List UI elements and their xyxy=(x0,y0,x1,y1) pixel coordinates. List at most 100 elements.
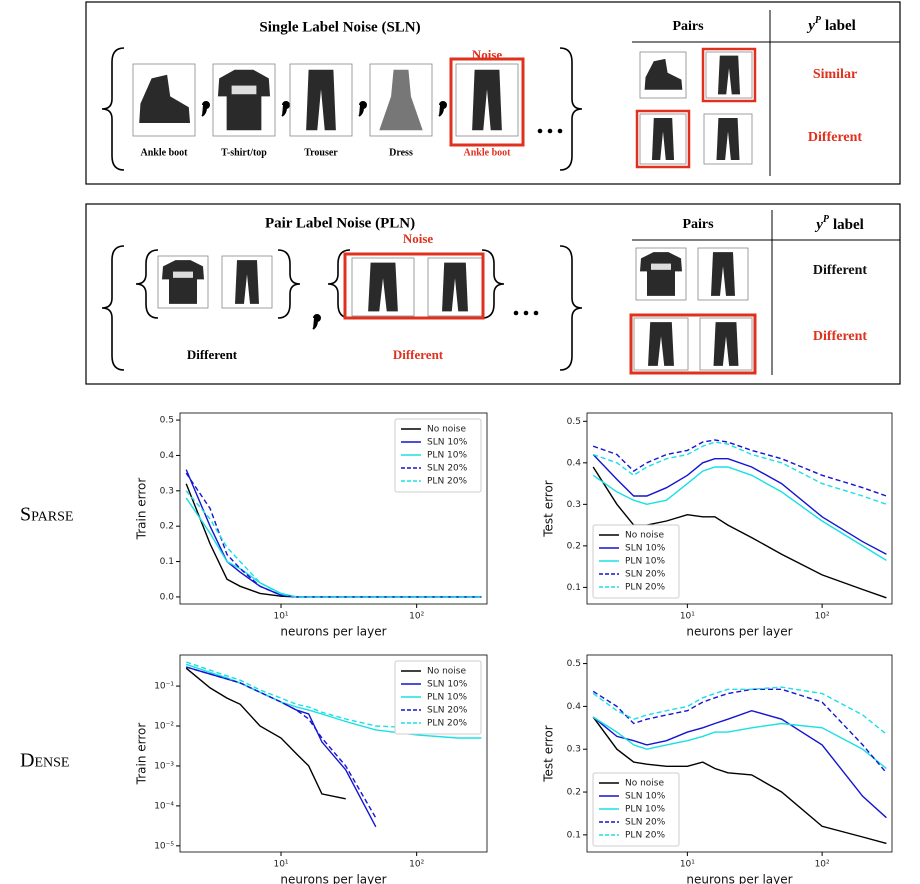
y-tick-label: 0.5 xyxy=(160,416,174,426)
y-tick-label: 0.5 xyxy=(567,659,581,669)
label: Noise xyxy=(472,47,503,62)
label-header-part: P xyxy=(823,214,830,225)
ellipsis-dot xyxy=(558,129,563,134)
legend-label: SLN 10% xyxy=(427,680,468,690)
brace xyxy=(102,48,124,170)
legend-label: SLN 10% xyxy=(625,792,666,802)
x-axis-label: neurons per layer xyxy=(280,873,386,884)
y-tick-label: 0.4 xyxy=(567,458,582,468)
y-tick-label: 0.2 xyxy=(567,788,581,798)
comma xyxy=(282,102,289,116)
y-tick-label: 10⁻⁴ xyxy=(154,801,174,811)
ellipsis-dot xyxy=(524,311,529,316)
comma xyxy=(313,315,320,329)
legend-label: No noise xyxy=(427,425,466,435)
y-tick-label: 0.1 xyxy=(160,557,174,567)
brace xyxy=(560,246,582,370)
ellipsis-dot xyxy=(548,129,553,134)
brace xyxy=(102,246,124,370)
x-tick-label: 10¹ xyxy=(273,612,288,622)
y-tick-label: 10⁻¹ xyxy=(154,682,174,692)
y-tick-label: 10⁻³ xyxy=(154,761,174,771)
label: Single Label Noise (SLN) xyxy=(259,19,420,35)
y-axis-label: Test error xyxy=(542,725,556,783)
x-tick-label: 10¹ xyxy=(680,860,695,870)
y-axis-label: Train error xyxy=(135,478,149,541)
figure: Sparse Dense Single Label Noise (SLN) Ank… xyxy=(0,0,920,884)
label: Different xyxy=(813,329,867,344)
comma xyxy=(359,102,366,116)
y-axis-label: Test error xyxy=(542,480,556,538)
label-header-part: y xyxy=(806,18,815,34)
row-label: Sparse xyxy=(20,504,73,526)
y-tick-label: 10⁻⁵ xyxy=(154,841,174,851)
brace xyxy=(278,250,300,318)
ellipsis-dot xyxy=(514,311,519,316)
y-tick-label: 0.3 xyxy=(160,486,174,496)
image-print xyxy=(173,272,193,278)
image-print xyxy=(232,86,257,95)
label: Dress xyxy=(389,147,413,158)
y-tick-label: 0.1 xyxy=(567,830,581,840)
legend-label: PLN 10% xyxy=(625,805,665,815)
y-tick-label: 0.2 xyxy=(160,522,174,532)
legend-label: PLN 20% xyxy=(625,583,665,593)
label: Different xyxy=(808,130,862,145)
legend-label: No noise xyxy=(427,667,466,677)
row-label: Dense xyxy=(20,750,69,772)
x-axis-label: neurons per layer xyxy=(686,625,792,639)
x-tick-label: 10¹ xyxy=(273,860,288,870)
label: Different xyxy=(813,263,867,278)
x-tick-label: 10² xyxy=(815,612,830,622)
x-tick-label: 10² xyxy=(409,860,424,870)
y-axis-label: Train error xyxy=(135,723,149,786)
label: Noise xyxy=(403,231,434,246)
x-axis-label: neurons per layer xyxy=(686,873,792,884)
legend-label: PLN 10% xyxy=(427,451,467,461)
label: Ankle boot xyxy=(464,147,512,158)
y-tick-label: 0.5 xyxy=(567,417,581,427)
legend-label: SLN 10% xyxy=(625,544,666,554)
label: Different xyxy=(187,347,238,362)
label: Pairs xyxy=(682,217,714,232)
label: Pair Label Noise (PLN) xyxy=(265,215,415,231)
label-header-part: y xyxy=(814,217,823,233)
x-tick-label: 10¹ xyxy=(680,612,695,622)
y-tick-label: 0.1 xyxy=(567,583,581,593)
ellipsis-dot xyxy=(538,129,543,134)
ellipsis-dot xyxy=(534,311,539,316)
label: Similar xyxy=(813,67,857,82)
y-tick-label: 0.4 xyxy=(160,451,175,461)
label-header-part: label xyxy=(833,217,864,233)
y-tick-label: 0.0 xyxy=(160,592,175,602)
legend-label: SLN 20% xyxy=(427,706,468,716)
legend-label: PLN 20% xyxy=(427,719,467,729)
legend-label: SLN 10% xyxy=(427,438,468,448)
y-tick-label: 0.3 xyxy=(567,745,581,755)
legend-label: SLN 20% xyxy=(427,464,468,474)
label-header-part: P xyxy=(815,15,822,26)
legend-label: SLN 20% xyxy=(625,570,666,580)
legend-label: PLN 20% xyxy=(625,831,665,841)
x-axis-label: neurons per layer xyxy=(280,625,386,639)
legend-label: No noise xyxy=(625,779,664,789)
legend-label: No noise xyxy=(625,531,664,541)
label-header-part: label xyxy=(825,18,856,34)
comma xyxy=(202,102,209,116)
legend-label: PLN 10% xyxy=(427,693,467,703)
x-tick-label: 10² xyxy=(409,612,424,622)
brace xyxy=(136,250,158,318)
brace xyxy=(482,250,504,318)
label: T-shirt/top xyxy=(221,147,267,158)
x-tick-label: 10² xyxy=(815,860,830,870)
y-tick-label: 10⁻² xyxy=(154,722,174,732)
label: Ankle boot xyxy=(141,147,189,158)
image-print xyxy=(651,264,671,270)
brace xyxy=(560,48,582,170)
label: Pairs xyxy=(672,19,704,34)
legend-label: PLN 10% xyxy=(625,557,665,567)
y-tick-label: 0.2 xyxy=(567,541,581,551)
legend-label: PLN 20% xyxy=(427,477,467,487)
y-tick-label: 0.4 xyxy=(567,702,582,712)
